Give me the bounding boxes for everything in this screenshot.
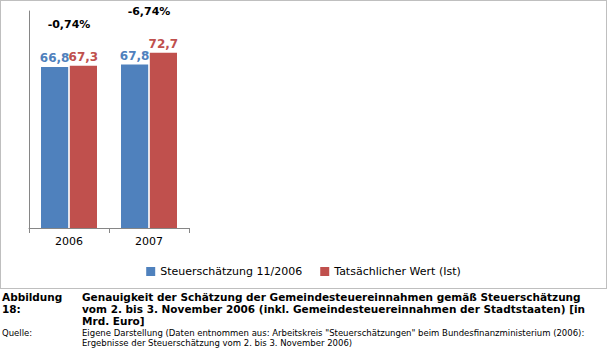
svg-text:67,3: 67,3 — [69, 50, 99, 64]
svg-text:Steuerschätzung 11/2006: Steuerschätzung 11/2006 — [160, 265, 302, 278]
html-text:Abbildung 18:: Abbildung 18: — [2, 291, 63, 315]
svg-text:2007: 2007 — [135, 235, 163, 248]
svg-text:67,8: 67,8 — [120, 49, 150, 63]
svg-text:72,7: 72,7 — [149, 37, 179, 51]
svg-text:Tatsächlicher Wert (Ist): Tatsächlicher Wert (Ist) — [333, 265, 461, 278]
html-text:Quelle:: Quelle: — [2, 328, 33, 338]
svg-text:2006: 2006 — [55, 235, 83, 248]
svg-text:-0,74%: -0,74% — [48, 18, 91, 31]
svg-text:66,8: 66,8 — [40, 51, 70, 65]
html-text:Eigene Darstellung (Daten entn: Eigene Darstellung (Daten entnommen aus:… — [82, 328, 585, 348]
html-text:Genauigkeit der Schätzung der: Genauigkeit der Schätzung der Gemeindest… — [82, 291, 586, 327]
svg-text:-6,74%: -6,74% — [128, 5, 171, 18]
